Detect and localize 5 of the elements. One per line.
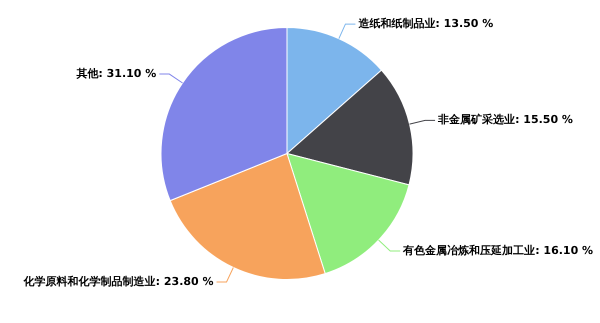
- slice-label: 化学原料和化学制品制造业: 23.80 %: [22, 274, 214, 288]
- slice-label: 有色金属冶炼和压延加工业: 16.10 %: [402, 244, 594, 257]
- slice-label: 造纸和纸制品业: 13.50 %: [357, 16, 494, 30]
- slice-label: 非金属矿采选业: 15.50 %: [437, 113, 573, 126]
- slice-label: 其他: 31.10 %: [75, 66, 156, 80]
